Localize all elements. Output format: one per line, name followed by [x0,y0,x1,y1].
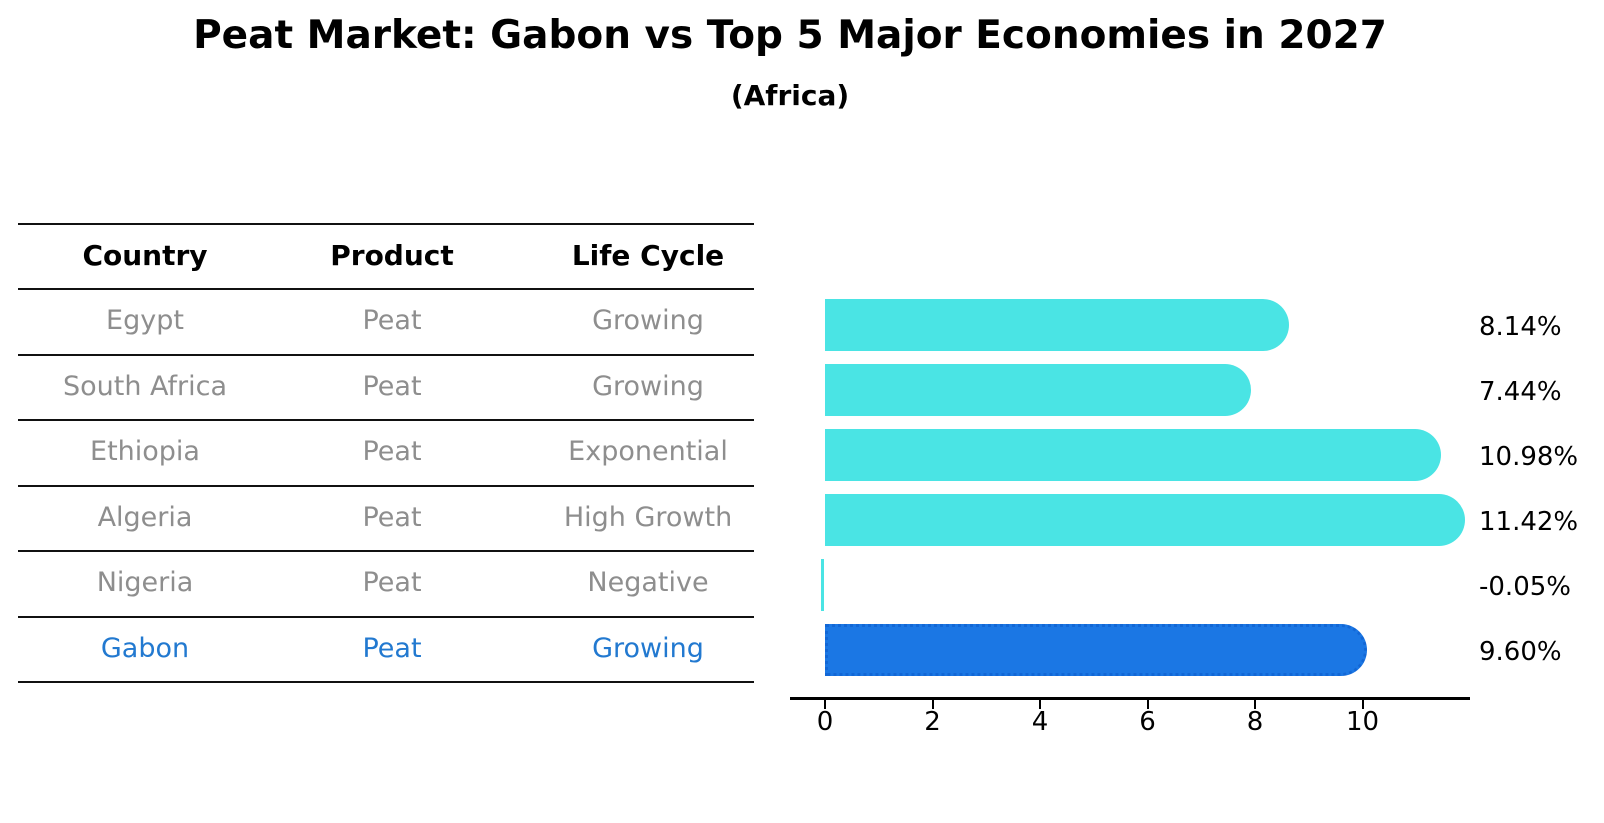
x-axis-tick [1146,700,1149,709]
table-cell-product: Peat [362,305,422,337]
x-axis-tick [931,700,934,709]
x-axis-tick-label: 0 [816,707,834,737]
bar-south-africa [825,364,1251,416]
table-cell-product: Peat [362,501,422,533]
x-axis-tick-label: 6 [1139,707,1156,737]
table-rule [18,615,754,618]
chart-subtitle: (Africa) [730,79,850,112]
table-cell-product: Peat [362,632,422,664]
bar-value-label: 7.44% [1479,377,1562,407]
table-cell-life_cycle: Growing [592,305,704,337]
table-column-header: Country [82,238,208,272]
table-cell-product: Peat [362,436,422,468]
x-axis-tick-label: 2 [924,707,941,737]
table-cell-life_cycle: Exponential [568,436,728,468]
x-axis-tick [1361,700,1364,709]
table-rule [18,484,754,487]
x-axis-tick [1254,700,1256,709]
table-column-header: Life Cycle [571,238,725,272]
bar-value-label: 10.98% [1479,442,1579,472]
table-cell-product: Peat [362,370,422,402]
table-cell-life_cycle: High Growth [563,501,733,533]
table-cell-country: South Africa [62,370,228,402]
table-cell-country: Ethiopia [90,436,200,468]
table-rule [18,222,754,225]
table-cell-life_cycle: Negative [587,567,709,599]
bar-value-label: 8.14% [1479,312,1562,342]
table-cell-country: Gabon [100,632,190,664]
bar-value-label: 11.42% [1479,507,1579,537]
bar-gabon [825,624,1367,676]
bar-ethiopia [825,429,1442,481]
x-axis-tick-label: 8 [1246,707,1264,737]
table-cell-country: Egypt [106,305,184,337]
x-axis-tick [1039,700,1041,709]
bar-algeria [825,494,1465,546]
table-cell-country: Algeria [97,501,193,533]
table-cell-country: Nigeria [96,567,194,599]
bar-egypt [825,299,1289,351]
bar-value-label: 9.60% [1479,637,1562,667]
x-axis-tick-label: 10 [1345,707,1380,737]
x-axis-line [790,697,1470,700]
table-rule [18,419,754,421]
table-rule [18,353,754,356]
table-rule [18,288,754,290]
table-cell-life_cycle: Growing [592,370,704,402]
table-rule [18,550,754,552]
table-cell-product: Peat [362,567,422,599]
x-axis-tick [824,700,826,709]
table-cell-life_cycle: Growing [592,632,704,664]
x-axis-tick-label: 4 [1031,707,1049,737]
chart-title: Peat Market: Gabon vs Top 5 Major Econom… [193,13,1387,58]
bar-value-label: -0.05% [1479,572,1571,602]
bar-nigeria [821,559,825,611]
table-rule [18,681,754,683]
table-column-header: Product [330,238,454,272]
